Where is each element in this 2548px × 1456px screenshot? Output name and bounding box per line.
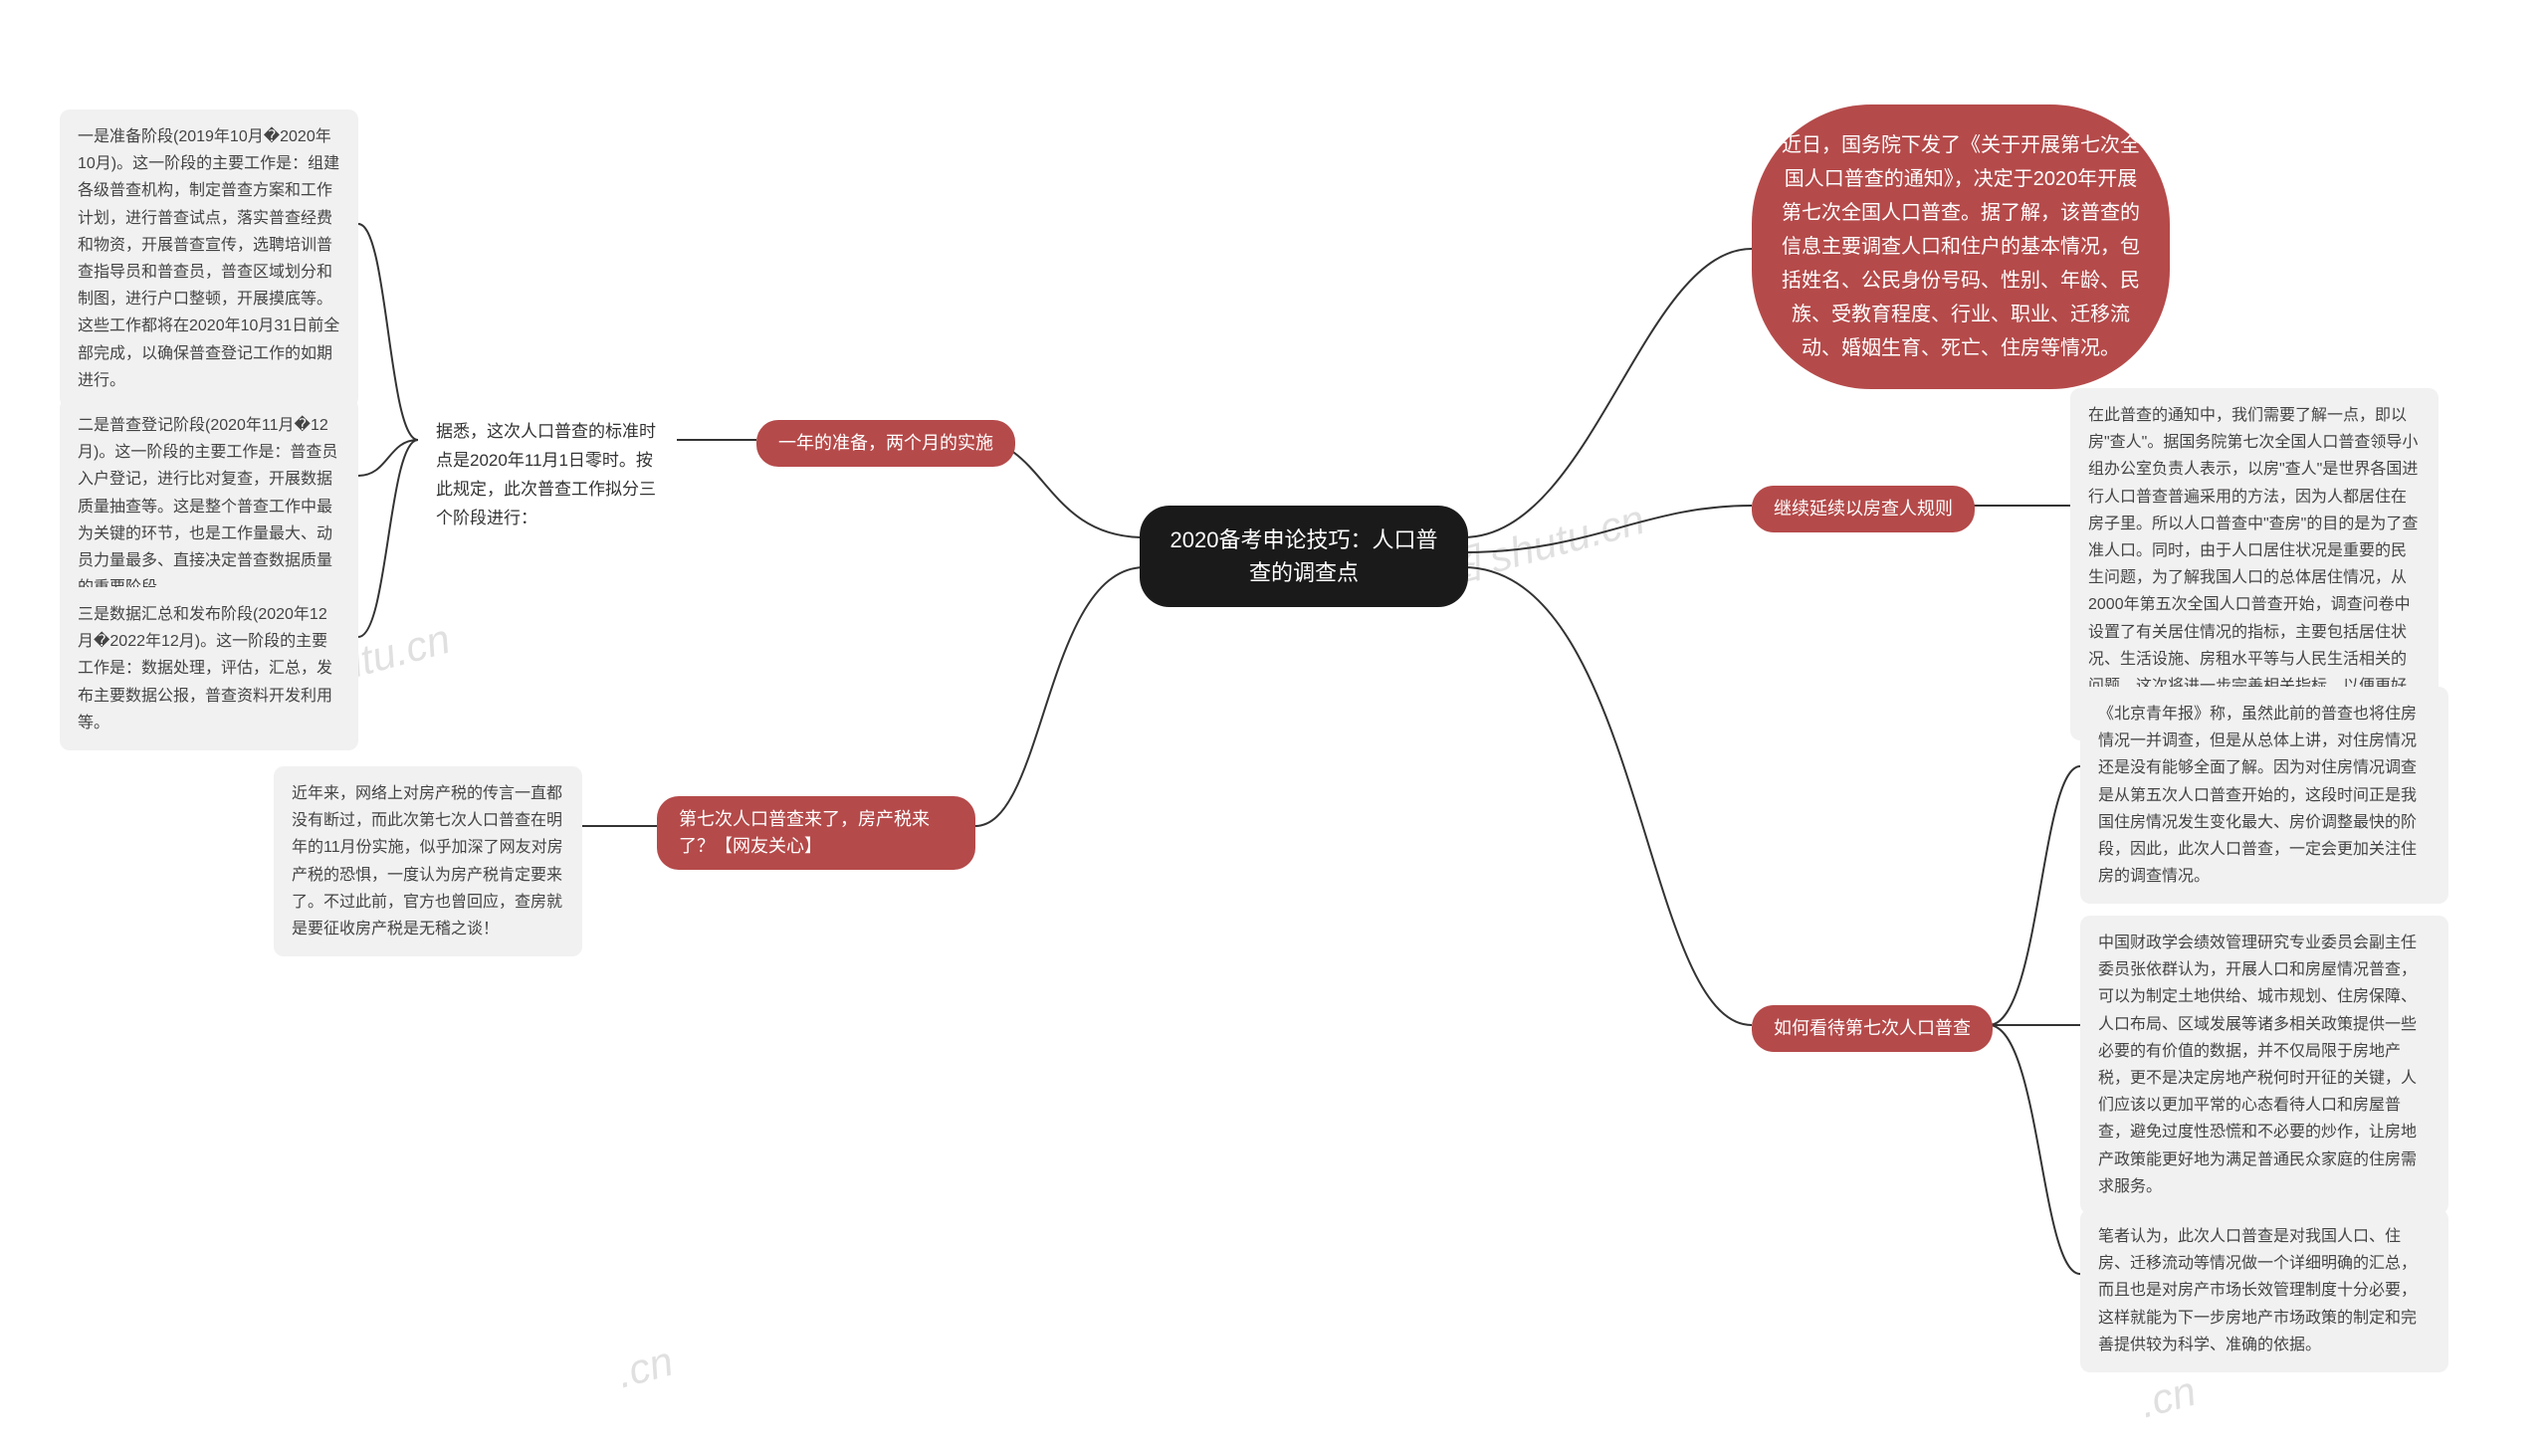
rule-title-node: 继续延续以房查人规则 xyxy=(1752,486,1975,532)
prep-summary-node: 据悉，这次人口普查的标准时点是2020年11月1日零时。按此规定，此次普查工作拟… xyxy=(418,408,682,543)
prep1-node: 一是准备阶段(2019年10月�2020年10月)。这一阶段的主要工作是：组建各… xyxy=(60,109,358,408)
view2-node: 中国财政学会绩效管理研究专业委员会副主任委员张依群认为，开展人口和房屋情况普查，… xyxy=(2080,916,2448,1214)
center-node: 2020备考申论技巧：人口普查的调查点 xyxy=(1140,506,1468,607)
prep3-node: 三是数据汇总和发布阶段(2020年12月�2022年12月)。这一阶段的主要工作… xyxy=(60,587,358,750)
tax-body-node: 近年来，网络上对房产税的传言一直都没有断过，而此次第七次人口普查在明年的11月份… xyxy=(274,766,582,956)
watermark: .cn xyxy=(2135,1367,2202,1428)
view1-node: 《北京青年报》称，虽然此前的普查也将住房情况一并调查，但是从总体上讲，对住房情况… xyxy=(2080,687,2448,904)
prep-title-node: 一年的准备，两个月的实施 xyxy=(756,420,1015,467)
intro-node: 近日，国务院下发了《关于开展第七次全国人口普查的通知》，决定于2020年开展第七… xyxy=(1752,104,2170,389)
view-title-node: 如何看待第七次人口普查 xyxy=(1752,1005,1993,1052)
prep2-node: 二是普查登记阶段(2020年11月�12月)。这一阶段的主要工作是：普查员入户登… xyxy=(60,398,358,615)
tax-title-node: 第七次人口普查来了，房产税来了？【网友关心】 xyxy=(657,796,975,870)
view3-node: 笔者认为，此次人口普查是对我国人口、住房、迁移流动等情况做一个详细明确的汇总，而… xyxy=(2080,1209,2448,1372)
watermark: .cn xyxy=(612,1338,679,1398)
